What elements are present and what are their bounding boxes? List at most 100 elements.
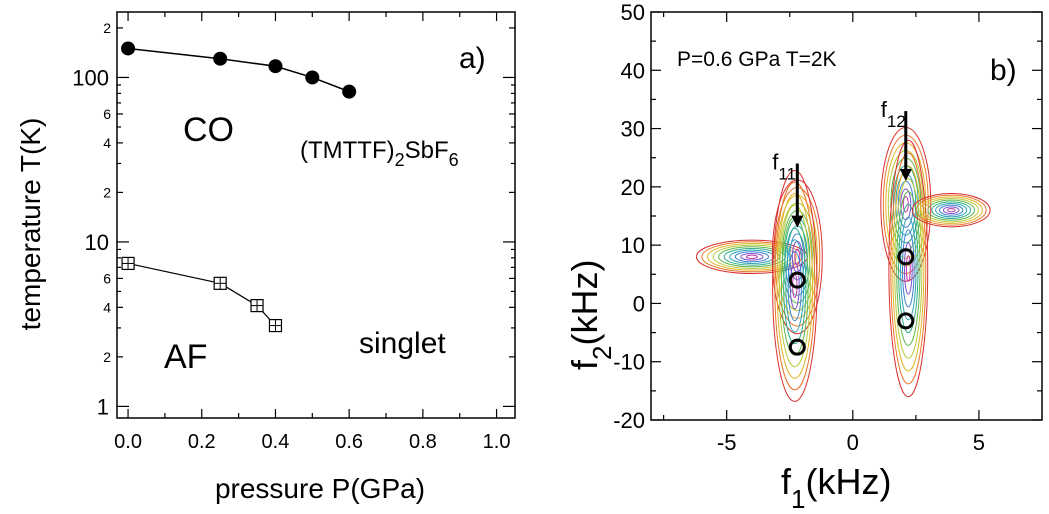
contour-line [901,229,915,308]
contour-line [794,248,801,265]
arrow-label: f12 [881,97,906,131]
xlabel-unit: (kHz) [805,461,891,502]
arrow-label-main: f [772,150,779,175]
y-axis-title: temperature T(K) [15,118,46,331]
panel-a-label: a) [459,42,486,75]
contour-line [915,194,987,226]
contour-line [783,227,807,345]
xlabel-f: f [781,461,792,502]
co-data-point [268,59,283,74]
x-tick-label: 0.6 [335,431,363,453]
contour-line [931,201,972,220]
contour-line [778,204,811,368]
ylabel-sub: 2 [587,346,617,360]
af-data-point [268,318,283,333]
x-axis-title: pressure P(GPa) [215,473,425,504]
y-tick-label-b: 40 [621,58,645,83]
x-tick-label-b: 5 [973,430,985,455]
contour-line [896,191,921,346]
x-tick-label-b: -5 [717,430,737,455]
compound-main: (TMTTF) [300,137,395,164]
contour-lines [695,126,991,402]
contour-line [923,198,979,223]
peak-circle-marker [897,248,915,266]
y-tick-label: 10 [85,230,109,255]
x-tick-label-b: 0 [847,430,859,455]
contour-line [911,193,991,228]
co-data-point [305,70,320,85]
contour-line [745,254,758,259]
co-data-point [121,41,136,56]
y-minor-tick-label: 2 [103,20,111,36]
contour-line [942,206,960,215]
panel-b-contour-map: b) P=0.6 GPa T=2K f1(kHz) f2(kHz) -5 0 5-2… [564,0,1043,514]
x-axis-title-b: f1(kHz) [781,461,891,514]
y-minor-tick-label: 2 [103,349,111,365]
x-tick-label: 0.2 [188,431,216,453]
panel-b-label: b) [990,54,1017,87]
contour-line [740,252,764,261]
contour-line [707,242,797,271]
y-axis-title-b: f2(kHz) [564,260,617,370]
y-minor-tick-label: 6 [103,106,111,122]
af-region-label: AF [164,338,207,376]
y-tick-label-b: 10 [621,233,645,258]
contour-line [900,216,917,321]
arrow-label-main: f [881,97,888,122]
xlabel-sub: 1 [791,484,805,514]
peak-circle-marker [897,312,915,330]
x-tick-label: 0.0 [114,431,142,453]
arrow-label-sub: 11 [778,165,796,184]
y-tick-label-b: 20 [621,175,645,200]
contour-line [890,152,927,385]
contour-line [898,203,919,334]
y-minor-tick-label: 2 [103,184,111,200]
contour-line [919,196,983,225]
contour-line [939,204,964,216]
af-boundary-line [127,262,276,326]
y-tick-label: 100 [72,65,109,90]
contour-line [935,203,968,218]
y-tick-label-b: 50 [621,0,645,25]
af-data-point [213,276,227,290]
ylabel-f: f [564,359,605,370]
y-tick-label-b: -10 [613,350,645,375]
co-data-point [213,51,228,66]
y-tick-label-b: -20 [613,408,645,433]
co-region-label: CO [183,111,234,149]
contour-line [905,255,911,282]
compound-mid: SbF [405,137,449,164]
peak-circle-marker [788,271,806,289]
arrow-label-sub: 12 [887,112,906,131]
y-tick-label-b: 30 [621,117,645,142]
contour-line [774,181,816,391]
contour-line [734,251,770,263]
y-tick-label: 1 [97,394,109,419]
contour-line [776,193,814,379]
x-tick-label: 0.8 [409,431,437,453]
contour-line [888,139,929,398]
arrow-head [899,169,912,182]
plot-frame [116,11,516,419]
contour-line [785,239,805,333]
contour-line [927,199,975,221]
contour-line [892,165,925,372]
contour-line [723,247,781,266]
panel-a-phase-diagram: a) CO (TMTTF)2SbF6 AF singlet pressure P… [15,11,516,504]
compound-sub2: 6 [449,150,459,170]
x-tick-label: 0.4 [262,431,290,453]
x-tick-label: 1.0 [483,431,511,453]
contour-line [772,170,818,402]
ylabel-unit: (kHz) [564,260,605,346]
compound-label: (TMTTF)2SbF6 [300,137,459,170]
af-data-point [121,256,135,271]
contour-line [946,208,956,213]
y-tick-label-b: 0 [633,291,645,316]
compound-sub1: 2 [395,150,405,170]
contour-line [903,242,913,295]
arrow-head [791,215,804,228]
contour-line [729,249,775,264]
y-minor-tick-label: 4 [103,299,111,315]
y-minor-tick-label: 4 [103,135,111,151]
